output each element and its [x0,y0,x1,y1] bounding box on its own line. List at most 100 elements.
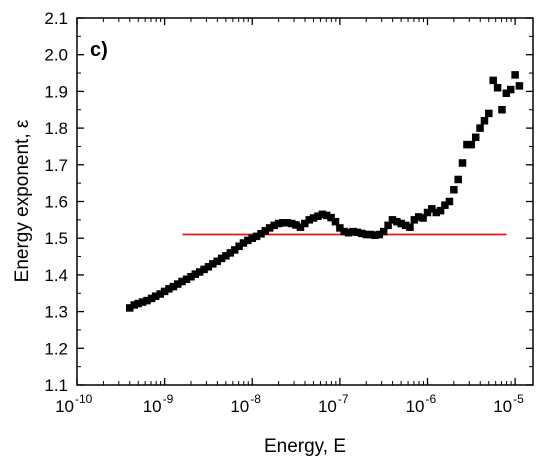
y-tick-label: 1.8 [44,119,68,138]
data-point [143,296,151,305]
data-point [489,76,497,85]
x-tick-label: 10 -5 [493,392,524,416]
data-point [296,223,305,231]
data-point [270,221,278,230]
data-point [191,270,200,278]
y-tick-label: 1.6 [44,193,68,212]
data-point [511,71,519,79]
y-tick-label: 1.1 [44,376,68,395]
y-axis-label: Energy exponent, ε [12,119,33,282]
data-point [327,213,335,222]
data-point [432,208,441,217]
data-point [200,265,208,274]
data-point [217,254,226,263]
data-point [388,216,397,224]
data-point [309,214,318,222]
y-tick-label: 1.4 [44,266,68,285]
x-axis-label: Energy, E [264,436,346,457]
data-point [187,272,195,281]
data-point [257,230,265,238]
data-point [322,211,331,220]
data-point [406,223,414,231]
data-point [283,219,292,227]
data-point [301,219,309,228]
x-tick-label-exponent: -10 [75,392,93,406]
data-point [358,229,366,238]
data-point [502,89,511,97]
data-point [349,227,357,236]
data-point [428,205,436,213]
y-tick-label: 1.3 [44,303,68,322]
data-point [436,206,445,215]
data-point [151,292,160,300]
y-tick-label: 1.7 [44,156,68,175]
x-tick-label-exponent: -8 [250,392,261,406]
y-tick-label: 1.9 [44,82,68,101]
data-point [423,208,432,217]
y-tick-label: 1.2 [44,339,68,358]
data-point [336,224,344,232]
data-point [130,301,138,309]
data-point [305,216,313,224]
x-tick-label-base: 10 [318,397,337,416]
data-point [287,219,296,228]
data-point [165,285,173,293]
data-point [441,201,449,209]
y-tick-label: 1.5 [44,229,68,248]
data-point [261,227,270,235]
y-tick-label: 2.0 [44,46,68,65]
data-point [410,216,419,224]
data-point [182,275,191,284]
data-point [375,230,384,239]
x-tick-label-base: 10 [230,397,249,416]
data-point [126,304,134,312]
x-tick-label-exponent: -5 [513,392,524,406]
data-point [485,109,493,118]
x-tick-label-base: 10 [55,397,74,416]
data-point [239,239,248,247]
y-axis: 1.1 1.2 1.3 1.4 1.5 1.6 1.7 1.8 1.9 2.0 2.1 [44,9,533,395]
data-point [173,280,182,288]
data-point [169,282,178,291]
data-point [515,82,524,90]
data-point [314,212,322,220]
x-tick-label-exponent: -7 [338,392,349,406]
data-point [498,106,506,114]
data-point [366,230,375,239]
x-tick-label-base: 10 [406,397,425,416]
data-point [244,236,252,245]
data-point [147,294,156,303]
data-point [204,263,213,271]
data-point [331,217,340,226]
x-tick-label-exponent: -6 [425,392,436,406]
data-point [371,231,379,240]
data-point [467,140,476,149]
data-point [226,249,235,257]
data-point [134,299,142,308]
data-point [265,224,274,232]
data-point [230,246,239,254]
plot-frame [76,17,534,386]
data-point [393,217,401,226]
data-point [454,175,462,184]
data-point [419,214,427,222]
data-point [450,186,458,194]
data-point [401,221,410,230]
data-point [252,232,261,241]
data-point [506,85,515,94]
x-tick-label-exponent: -9 [163,392,174,406]
data-point [353,228,362,237]
data-point [235,242,243,251]
x-tick-label-base: 10 [493,397,512,416]
data-point [178,277,186,286]
x-axis: 10 -10 10 -9 10 -8 10 -7 10 -6 10 -5 [55,18,524,416]
data-point [156,290,164,298]
data-point [458,159,467,167]
data-point [138,298,147,306]
panel-label: c) [90,39,108,61]
data-point [379,227,388,236]
data-points [126,71,524,312]
data-point [209,260,217,268]
x-tick-label-base: 10 [143,397,162,416]
